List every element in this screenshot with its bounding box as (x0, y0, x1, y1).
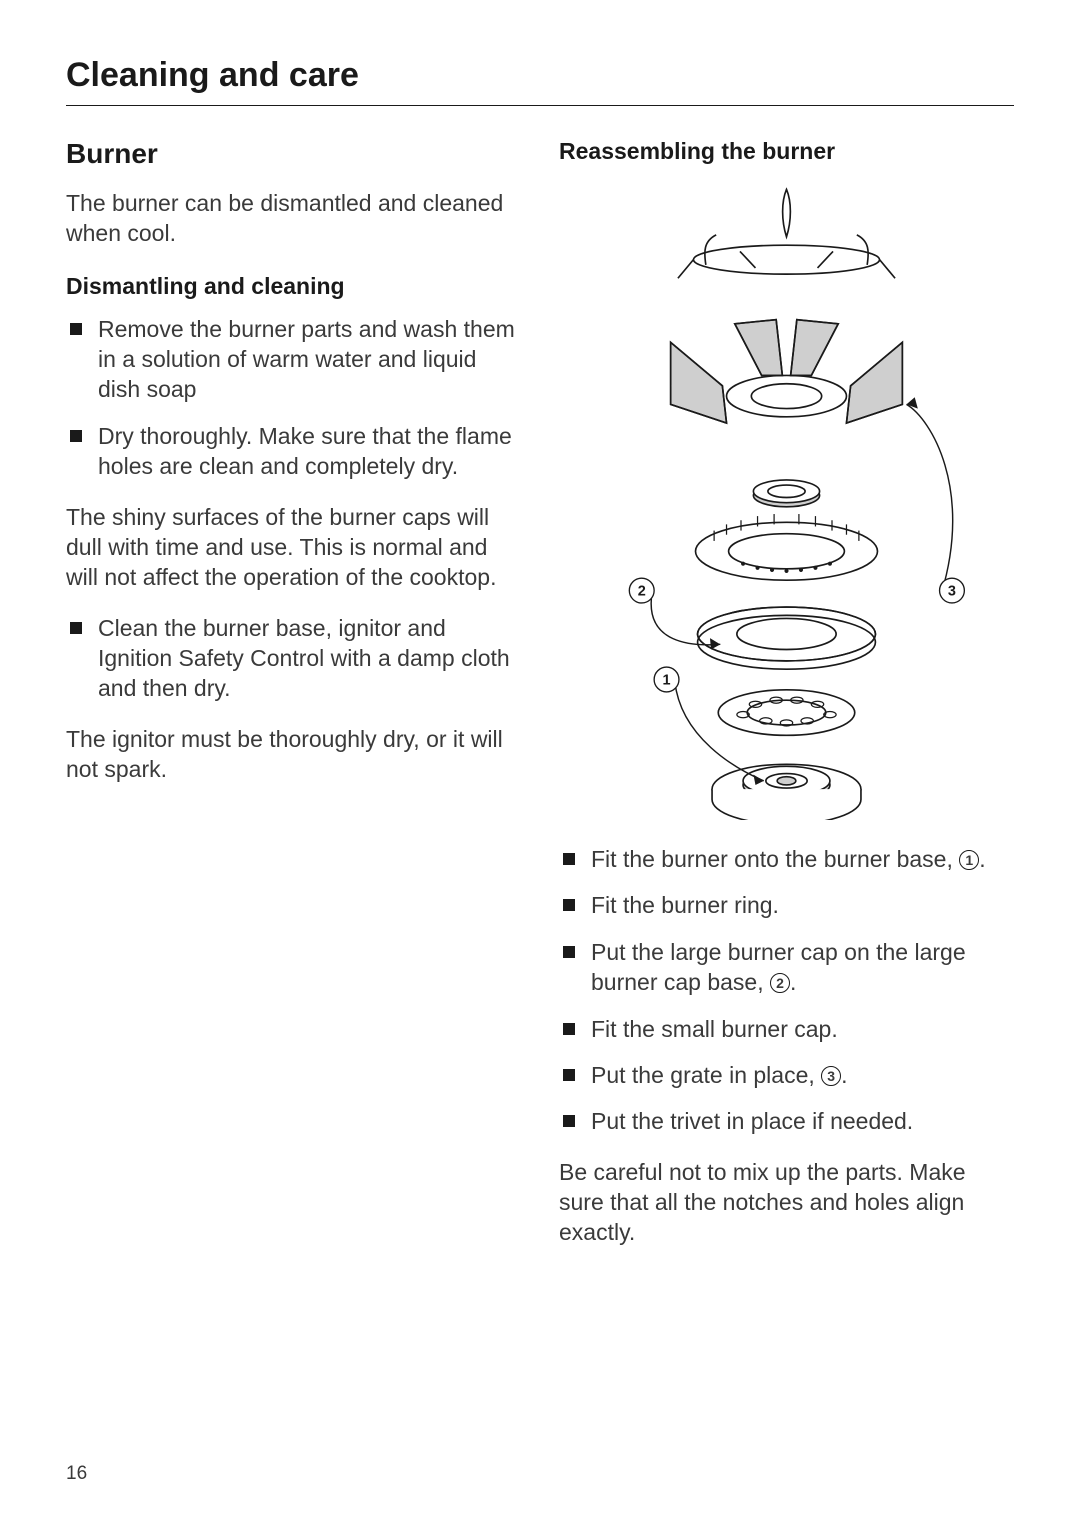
burner-intro: The burner can be dismantled and cleaned… (66, 188, 521, 249)
burner-ring-icon (698, 607, 876, 669)
list-item-text: . (790, 969, 796, 995)
burner-exploded-diagram: 1 2 3 (559, 179, 1014, 820)
callout-2: 2 (638, 584, 646, 600)
content-columns: Burner The burner can be dismantled and … (66, 138, 1014, 1268)
burner-head-icon (718, 690, 854, 735)
list-item: Put the trivet in place if needed. (559, 1106, 1014, 1136)
circled-number: 1 (959, 850, 979, 870)
reassembling-heading: Reassembling the burner (559, 138, 1014, 165)
list-item-text: . (841, 1062, 847, 1088)
clean-base-list: Clean the burner base, ignitor and Ignit… (66, 613, 521, 704)
list-item-text: Fit the small burner cap. (591, 1016, 838, 1042)
list-item: Clean the burner base, ignitor and Ignit… (66, 613, 521, 704)
list-item: Put the large burner cap on the large bu… (559, 937, 1014, 998)
list-item: Fit the burner onto the burner base, 1. (559, 844, 1014, 874)
grate-icon (671, 320, 903, 423)
circled-number: 3 (821, 1066, 841, 1086)
list-item: Fit the small burner cap. (559, 1014, 1014, 1044)
page-number: 16 (66, 1463, 87, 1485)
large-cap-icon (696, 514, 878, 580)
callout-3: 3 (948, 584, 956, 600)
list-item-text: Fit the burner ring. (591, 892, 779, 918)
right-column: Reassembling the burner (559, 138, 1014, 1268)
callout-1: 1 (663, 673, 671, 689)
dismantling-list: Remove the burner parts and wash them in… (66, 314, 521, 482)
left-column: Burner The burner can be dismantled and … (66, 138, 521, 1268)
list-item-text: Put the grate in place, (591, 1062, 821, 1088)
burner-base-icon (712, 764, 861, 820)
list-item: Fit the burner ring. (559, 890, 1014, 920)
list-item-text: Fit the burner onto the burner base, (591, 846, 959, 872)
burner-heading: Burner (66, 138, 521, 170)
list-item: Put the grate in place, 3. (559, 1060, 1014, 1090)
list-item-text: Put the trivet in place if needed. (591, 1108, 913, 1134)
trivet-icon (678, 189, 895, 278)
page-title: Cleaning and care (66, 56, 1014, 106)
dismantling-heading: Dismantling and cleaning (66, 273, 521, 300)
list-item: Dry thoroughly. Make sure that the flame… (66, 421, 521, 482)
small-cap-icon (753, 480, 819, 507)
circled-number: 2 (770, 973, 790, 993)
burner-caps-note: The shiny surfaces of the burner caps wi… (66, 502, 521, 593)
ignitor-note: The ignitor must be thoroughly dry, or i… (66, 724, 521, 785)
closing-note: Be careful not to mix up the parts. Make… (559, 1157, 1014, 1248)
list-item-text: . (979, 846, 985, 872)
reassembly-list: Fit the burner onto the burner base, 1. … (559, 844, 1014, 1137)
list-item: Remove the burner parts and wash them in… (66, 314, 521, 405)
